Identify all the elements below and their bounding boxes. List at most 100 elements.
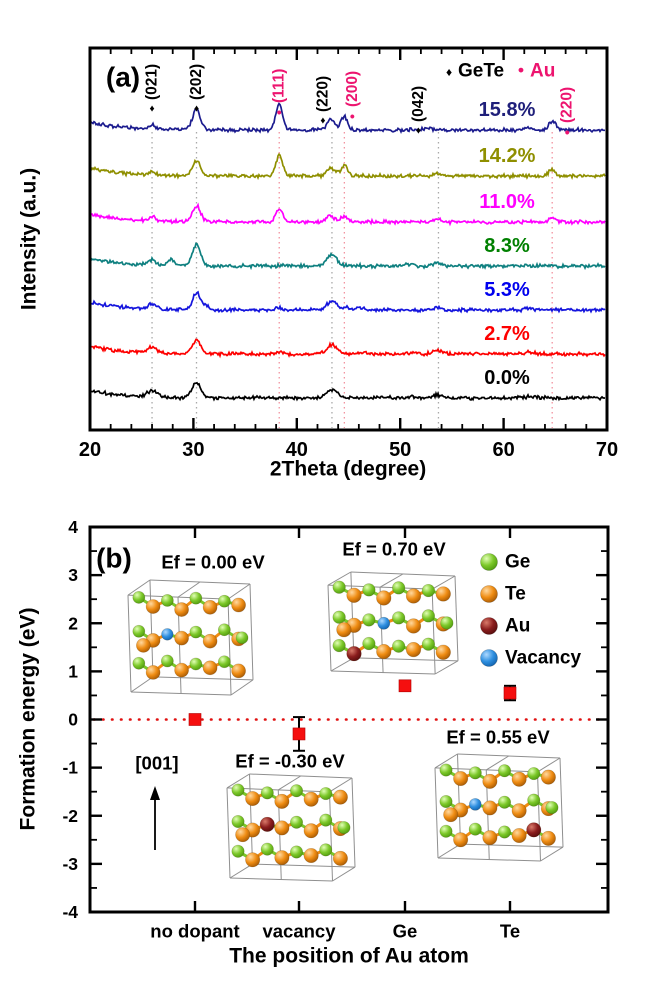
direction-arrow-head-icon: [150, 786, 160, 800]
cell-edge: [437, 843, 461, 859]
green-atom: [332, 638, 346, 653]
panel-a-label: (a): [106, 62, 140, 93]
x-tick-label-50: 50: [389, 439, 411, 461]
data-point-Te: [503, 686, 517, 700]
orange-atom: [376, 644, 392, 660]
cell-edge: [127, 579, 151, 596]
green-atom: [545, 801, 559, 815]
cell-edge: [454, 575, 459, 661]
xrd-curve-8.3%: [90, 242, 606, 271]
cell-edge: [249, 583, 254, 680]
x-tick-label-70: 70: [596, 439, 618, 461]
legend-label-te: Te: [505, 584, 526, 605]
green-atom: [290, 784, 304, 798]
xrd-curve-15.8%: [90, 102, 605, 134]
crystal-inset-no-dopant-cell: [127, 579, 254, 696]
green-atom: [527, 767, 541, 781]
green-atom: [319, 843, 333, 857]
cell-edge: [434, 753, 458, 769]
cell-edge: [485, 755, 510, 771]
panel-b: -4 -3 -2 -1 0 1 2 3 4 no dopant vacancy Ge Te Ef = 0.…: [17, 517, 610, 968]
green-atom: [231, 844, 245, 858]
orange-atom: [174, 602, 189, 617]
cell-edge: [252, 863, 356, 868]
ef-annotation-ge-site-cell: Ef = 0.70 eV: [342, 539, 446, 560]
y-tick-label-1: 1: [68, 661, 78, 681]
cell-edge: [329, 777, 353, 793]
cell-edge: [229, 863, 253, 879]
cell-edge: [227, 599, 232, 696]
orange-atom: [453, 832, 469, 848]
series-label-5.3%: 5.3%: [484, 279, 530, 301]
peak-label-Au-(200): (200): [344, 71, 361, 107]
peak-label-Au-(111): (111): [271, 69, 288, 103]
x-tick-label-60: 60: [492, 439, 514, 461]
cell-edge: [127, 594, 229, 600]
orange-atom: [245, 852, 261, 868]
panel-b-y-axis-title: Formation energy (eV): [17, 608, 40, 831]
green-atom: [362, 583, 376, 597]
category-label-Ge: Ge: [393, 921, 418, 942]
cell-edge: [540, 846, 564, 862]
vacancy-atom: [377, 616, 391, 630]
legend-diamond-icon: ♦: [446, 65, 452, 79]
diamond-marker-0: ♦: [149, 104, 154, 115]
orange-atom: [405, 641, 422, 658]
xrd-curve-0.0%: [90, 381, 606, 402]
ef-annotation-vacancy-site-cell: Ef = -0.30 eV: [235, 751, 345, 772]
y-tick-label--3: -3: [62, 854, 78, 874]
orange-atom: [303, 848, 319, 864]
cell-edge: [152, 676, 254, 681]
cell-edge: [226, 773, 250, 789]
cell-edge: [350, 571, 355, 658]
cell-edge: [149, 579, 154, 677]
orange-atom: [511, 771, 527, 787]
dot-marker-2: •: [277, 104, 282, 120]
orange-atom: [332, 789, 348, 805]
cell-edge: [327, 585, 332, 672]
cell-edge: [457, 753, 461, 845]
vacancy-atom: [161, 628, 174, 641]
cell-edge: [230, 679, 254, 696]
orange-atom: [511, 803, 527, 819]
green-atom: [189, 625, 203, 639]
orange-atom: [482, 830, 498, 846]
y-tick-label-2: 2: [68, 613, 78, 633]
peak-label-Au-(220): (220): [559, 87, 576, 123]
legend-ge-ball-icon: [480, 553, 498, 571]
orange-atom: [274, 793, 290, 809]
green-atom: [290, 845, 304, 859]
data-point-no-dopant: [188, 713, 202, 726]
crystal-inset-te-site-cell: [434, 753, 564, 862]
cell-edge: [130, 676, 154, 693]
green-atom: [498, 795, 512, 809]
orange-atom: [245, 791, 261, 807]
series-label-14.2%: 14.2%: [479, 145, 536, 167]
peak-label-GeTe-(202): (202): [188, 64, 205, 100]
orange-atom: [174, 662, 189, 678]
green-atom: [260, 786, 274, 800]
cell-edge: [431, 589, 436, 675]
green-atom: [392, 581, 406, 595]
cell-edge: [460, 843, 564, 848]
green-atom: [319, 787, 333, 801]
peak-label-GeTe-(021): (021): [144, 64, 161, 100]
panel-a-y-axis-title: Intensity (a.u.): [18, 168, 41, 310]
au-atom: [526, 822, 542, 838]
green-atom: [231, 783, 245, 797]
series-label-2.7%: 2.7%: [484, 323, 530, 345]
orange-atom: [346, 587, 362, 603]
category-label-no-dopant: no dopant: [150, 921, 239, 942]
green-atom: [332, 580, 346, 594]
y-tick-label--4: -4: [62, 902, 78, 922]
green-atom: [439, 763, 453, 777]
orange-atom: [202, 660, 218, 676]
legend-te-ball-icon: [480, 585, 498, 603]
orange-atom: [145, 665, 161, 680]
legend-gete-label: GeTe: [458, 61, 504, 82]
orange-atom: [511, 828, 527, 844]
series-label-8.3%: 8.3%: [484, 235, 530, 257]
y-tick-label--2: -2: [62, 806, 78, 826]
orange-atom: [336, 622, 352, 638]
